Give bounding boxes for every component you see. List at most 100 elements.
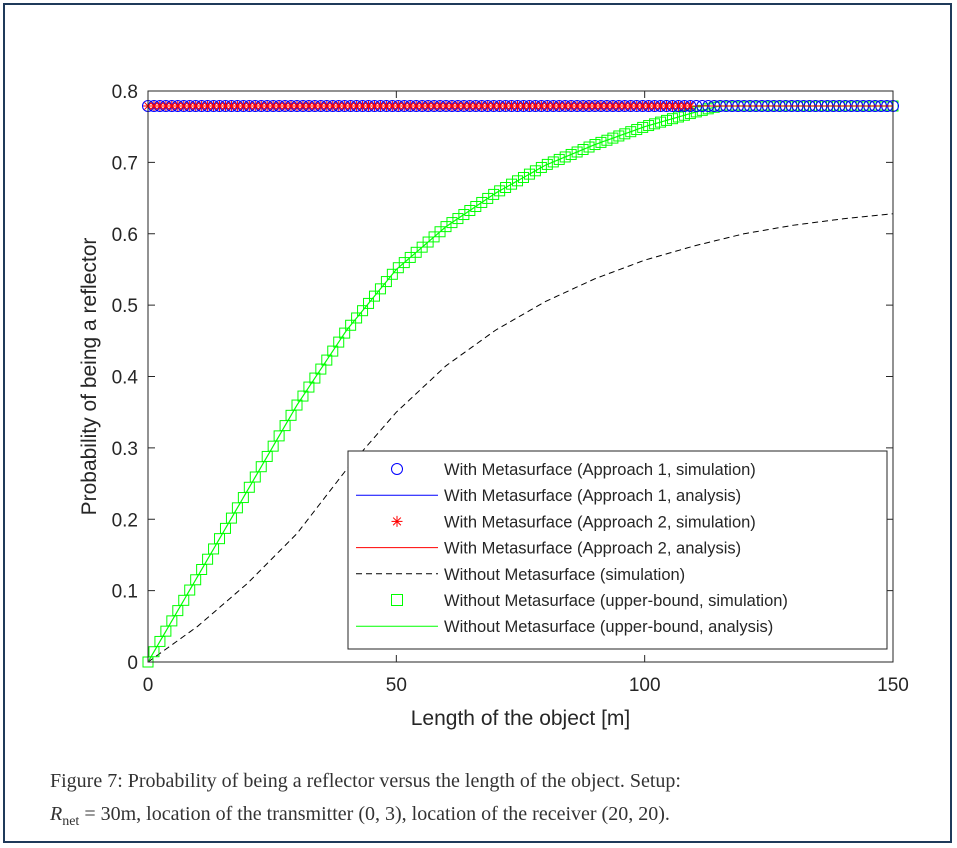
upper-bound-sim-point <box>529 165 541 177</box>
upper-bound-sim-point <box>500 181 512 193</box>
upper-bound-sim-point <box>541 158 553 170</box>
upper-bound-sim-point <box>333 336 345 348</box>
upper-bound-sim-point <box>214 533 226 545</box>
figure-caption: Figure 7: Probability of being a reflect… <box>50 765 950 838</box>
legend-entry: Without Metasurface (simulation) <box>356 566 685 584</box>
caption-subscript: net <box>62 814 80 829</box>
upper-bound-sim-point <box>577 143 589 155</box>
x-axis-label: Length of the object [m] <box>411 707 630 730</box>
upper-bound-sim-point <box>190 574 202 586</box>
upper-bound-sim-point <box>535 161 547 173</box>
y-tick-label: 0.7 <box>112 153 138 174</box>
x-tick-label: 50 <box>386 675 407 696</box>
upper-bound-sim-point <box>458 209 470 221</box>
upper-bound-sim-point <box>601 134 613 146</box>
x-tick-label: 0 <box>143 675 154 696</box>
legend-swatch-asterisk-stroke <box>392 517 402 526</box>
legend-label: Without Metasurface (simulation) <box>444 566 685 584</box>
upper-bound-sim-point <box>261 450 273 462</box>
upper-bound-sim-point <box>345 319 357 331</box>
legend-label: With Metasurface (Approach 1, analysis) <box>444 487 741 505</box>
caption-symbol: R <box>50 803 63 825</box>
upper-bound-sim-point <box>631 124 643 136</box>
upper-bound-sim-point <box>279 420 291 432</box>
upper-bound-sim-point <box>607 132 619 144</box>
upper-bound-sim-point <box>655 116 667 128</box>
upper-bound-sim-point <box>231 502 243 514</box>
upper-bound-sim-point <box>321 354 333 366</box>
upper-bound-sim-point <box>184 584 196 596</box>
upper-bound-sim-point <box>517 171 529 183</box>
upper-bound-sim-point <box>470 200 482 212</box>
upper-bound-sim-point <box>166 615 178 627</box>
upper-bound-sim-point <box>476 196 488 208</box>
y-tick-label: 0 <box>127 653 138 674</box>
upper-bound-sim-point <box>482 192 494 204</box>
upper-bound-sim-point <box>613 130 625 142</box>
series-without-metasurface-simulation <box>147 213 894 663</box>
upper-bound-sim-point <box>649 118 661 130</box>
y-tick-label: 0.2 <box>112 510 138 531</box>
upper-bound-sim-point <box>553 153 565 165</box>
upper-bound-sim-point <box>589 139 601 151</box>
legend-label: With Metasurface (Approach 2, simulation… <box>444 513 756 531</box>
upper-bound-sim-point <box>178 594 190 606</box>
figure-frame: 0 50 100 150 0 0.1 0.2 0.3 0.4 0.5 0.6 0.7 0.8 Length… <box>3 3 952 843</box>
upper-bound-sim-point <box>547 156 559 168</box>
legend-entry: With Metasurface (Approach 2, analysis) <box>356 540 741 558</box>
legend-label: With Metasurface (Approach 1, simulation… <box>444 461 756 479</box>
upper-bound-sim-point <box>583 141 595 153</box>
upper-bound-sim-point <box>595 136 607 148</box>
upper-bound-sim-point <box>255 461 267 473</box>
upper-bound-sim-point <box>351 312 363 324</box>
upper-bound-sim-point <box>625 126 637 138</box>
upper-bound-sim-point <box>309 372 321 384</box>
caption-line-2: Rnet = 30m, location of the transmitter … <box>50 798 950 838</box>
y-tick-label: 0.5 <box>112 296 138 317</box>
upper-bound-sim-point <box>523 168 535 180</box>
y-tick-label: 0.4 <box>112 368 139 389</box>
upper-bound-sim-point <box>494 185 506 197</box>
upper-bound-sim-point <box>374 283 386 295</box>
caption-line-1: Figure 7: Probability of being a reflect… <box>50 770 681 792</box>
upper-bound-sim-point <box>368 290 380 302</box>
x-tick-label: 100 <box>629 675 661 696</box>
upper-bound-sim-point <box>643 120 655 132</box>
upper-bound-sim-point <box>219 522 231 534</box>
y-axis-label: Probability of being a reflector <box>78 238 101 516</box>
legend-swatch-square <box>391 594 403 606</box>
upper-bound-sim-point <box>386 268 398 280</box>
legend-label: With Metasurface (Approach 2, analysis) <box>444 540 741 558</box>
legend-swatch-circle <box>391 463 403 475</box>
chart: 0 50 100 150 0 0.1 0.2 0.3 0.4 0.5 0.6 0.7 0.8 Length… <box>78 82 909 730</box>
upper-bound-sim-point <box>559 151 571 163</box>
upper-bound-sim-point <box>285 409 297 421</box>
upper-bound-sim-point <box>440 221 452 233</box>
upper-bound-sim-point <box>464 205 476 217</box>
legend-entry: With Metasurface (Approach 1, analysis) <box>356 487 741 505</box>
upper-bound-sim-point <box>202 553 214 565</box>
legend-label: Without Metasurface (upper-bound, analys… <box>444 618 773 636</box>
y-tick-label: 0.1 <box>112 582 138 603</box>
upper-bound-sim-point <box>506 178 518 190</box>
upper-bound-sim-point <box>273 430 285 442</box>
upper-bound-sim-point <box>267 440 279 452</box>
upper-bound-sim-point <box>249 471 261 483</box>
upper-bound-sim-point <box>327 345 339 357</box>
legend-entry: Without Metasurface (upper-bound, simula… <box>391 592 788 610</box>
y-tick-label: 0.8 <box>112 82 138 103</box>
upper-bound-sim-point <box>160 625 172 637</box>
upper-bound-sim-point <box>357 305 369 317</box>
upper-bound-sim-point <box>297 390 309 402</box>
upper-bound-sim-point <box>339 327 351 339</box>
legend-box <box>347 450 888 650</box>
upper-bound-sim-point <box>208 543 220 555</box>
legend-entry: Without Metasurface (upper-bound, analys… <box>356 618 773 636</box>
upper-bound-sim-point <box>488 188 500 200</box>
upper-bound-sim-point <box>225 512 237 524</box>
upper-bound-sim-point <box>237 492 249 504</box>
y-tick-label: 0.3 <box>112 439 138 460</box>
upper-bound-sim-point <box>565 148 577 160</box>
upper-bound-sim-point <box>291 399 303 411</box>
upper-bound-sim-point <box>446 217 458 229</box>
